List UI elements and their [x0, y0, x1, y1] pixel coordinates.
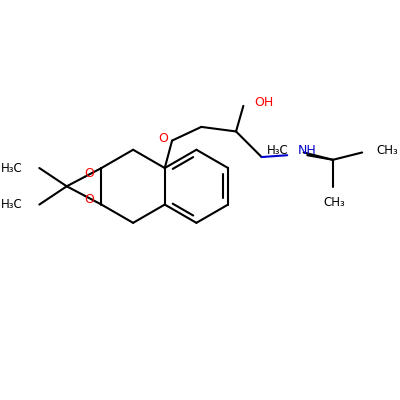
Text: H₃C: H₃C: [1, 162, 23, 174]
Text: CH₃: CH₃: [377, 144, 398, 157]
Text: O: O: [84, 167, 94, 180]
Text: H₃C: H₃C: [1, 198, 23, 211]
Text: O: O: [158, 132, 168, 145]
Text: O: O: [84, 193, 94, 206]
Text: NH: NH: [298, 144, 317, 157]
Text: H₃C: H₃C: [267, 144, 289, 157]
Text: OH: OH: [254, 96, 274, 109]
Text: CH₃: CH₃: [324, 196, 346, 209]
